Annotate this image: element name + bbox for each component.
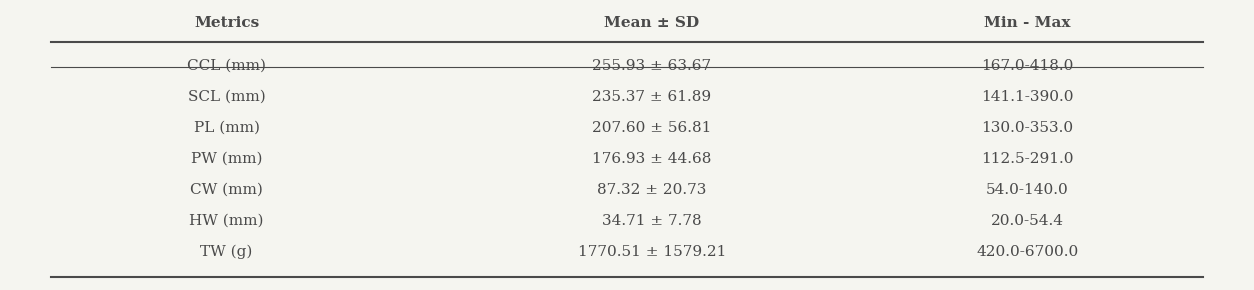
Text: 167.0-418.0: 167.0-418.0 [981, 59, 1073, 73]
Text: 141.1-390.0: 141.1-390.0 [981, 90, 1073, 104]
Text: Metrics: Metrics [194, 16, 260, 30]
Text: 87.32 ± 20.73: 87.32 ± 20.73 [597, 183, 707, 197]
Text: TW (g): TW (g) [201, 245, 253, 259]
Text: PL (mm): PL (mm) [193, 121, 260, 135]
Text: SCL (mm): SCL (mm) [188, 90, 266, 104]
Text: 112.5-291.0: 112.5-291.0 [981, 152, 1073, 166]
Text: CW (mm): CW (mm) [191, 183, 263, 197]
Text: 34.71 ± 7.78: 34.71 ± 7.78 [602, 214, 702, 228]
Text: 130.0-353.0: 130.0-353.0 [982, 121, 1073, 135]
Text: 420.0-6700.0: 420.0-6700.0 [977, 245, 1078, 259]
Text: Min - Max: Min - Max [984, 16, 1071, 30]
Text: Mean ± SD: Mean ± SD [604, 16, 700, 30]
Text: 176.93 ± 44.68: 176.93 ± 44.68 [592, 152, 712, 166]
Text: CCL (mm): CCL (mm) [187, 59, 266, 73]
Text: 20.0-54.4: 20.0-54.4 [991, 214, 1063, 228]
Text: 235.37 ± 61.89: 235.37 ± 61.89 [592, 90, 711, 104]
Text: HW (mm): HW (mm) [189, 214, 263, 228]
Text: 54.0-140.0: 54.0-140.0 [986, 183, 1068, 197]
Text: PW (mm): PW (mm) [191, 152, 262, 166]
Text: 1770.51 ± 1579.21: 1770.51 ± 1579.21 [578, 245, 726, 259]
Text: 255.93 ± 63.67: 255.93 ± 63.67 [592, 59, 711, 73]
Text: 207.60 ± 56.81: 207.60 ± 56.81 [592, 121, 712, 135]
